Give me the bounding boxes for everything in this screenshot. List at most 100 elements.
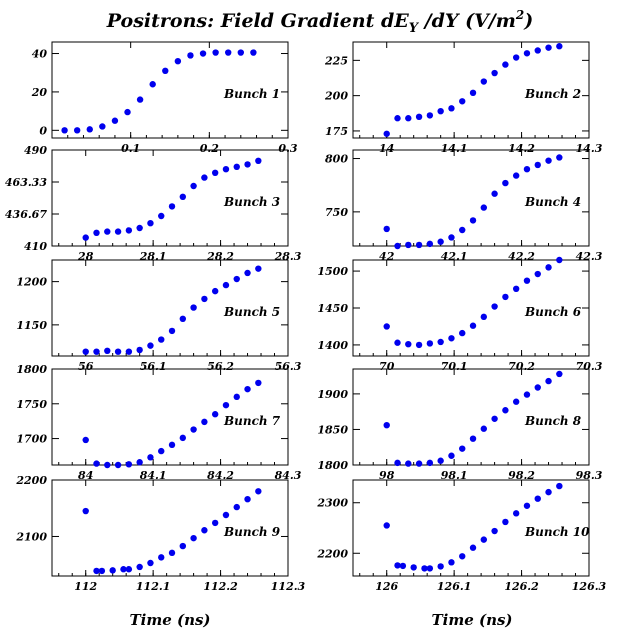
data-point [394,339,401,346]
plot-frame [51,259,289,357]
x-tick-label: 126.1 [437,580,471,593]
x-tick-label: 56.2 [207,360,234,373]
data-point [502,61,509,68]
data-point [179,193,187,200]
data-point [556,43,563,50]
data-point [147,342,154,349]
x-tick-label: 70 [379,360,395,373]
data-point [158,447,165,455]
data-point [168,549,176,557]
data-point [114,348,122,355]
chart-panel-9: 112 112.1 112.2 112.3 2100 2200 Bunch 9 [15,474,305,593]
plot-frame [352,41,590,139]
data-point [383,421,390,429]
data-point [405,115,412,122]
data-point [545,488,552,496]
data-point [125,227,133,234]
data-point [469,435,477,442]
data-point [136,563,143,571]
data-point [190,534,197,542]
data-point [437,338,444,346]
title-sub-y: Y [409,21,420,36]
y-tick-label: 2100 [15,530,47,543]
data-point [147,454,154,461]
data-point [523,391,531,398]
bunch-label: Bunch 4 [524,195,581,209]
data-point [174,58,182,65]
data-point [168,203,176,210]
y-tick-label: 800 [325,153,348,166]
y-tick-label: 20 [31,86,48,99]
data-point [125,566,133,573]
y-tick-label: 225 [324,54,348,67]
data-point [523,50,531,57]
data-point [545,377,552,385]
data-point [93,460,100,467]
data-point [225,49,232,56]
data-point [545,44,552,51]
plot-frame [352,479,590,577]
x-tick-label: 98.3 [576,469,603,482]
y-tick-label: 175 [325,125,348,138]
plot-frame [51,479,289,577]
data-point [222,166,230,173]
data-point [469,217,477,224]
data-point [534,495,541,502]
bunch-label: Bunch 3 [223,195,280,209]
x-tick-label: 84.1 [140,469,167,482]
data-point [190,182,197,190]
data-point [480,78,488,85]
data-point [448,105,455,112]
data-point [502,518,509,526]
data-point [82,507,89,515]
y-tick-label: 1750 [16,398,47,411]
data-point [222,281,230,289]
data-point [523,277,531,284]
y-tick-label: 200 [324,90,348,103]
data-point [523,502,531,509]
data-point [168,327,176,335]
data-point [201,174,208,181]
data-point [405,241,412,249]
data-point [415,341,423,349]
y-tick-label: 1900 [317,388,348,401]
title-rest: /dY (V/m [418,10,516,32]
data-point [136,459,143,466]
data-point [104,228,111,235]
chart-panel-5: 56 56.1 56.2 56.3 1150 1200 Bunch 5 [16,259,302,373]
data-point [545,157,552,164]
data-point [469,89,477,97]
data-point [512,54,520,61]
data-point [512,172,520,179]
data-point [187,52,194,59]
data-point [190,426,197,433]
bunch-label: Bunch 6 [524,305,582,319]
y-tick-label: 0 [39,124,47,137]
chart-panel-7: 84 84.1 84.2 84.3 1700 1750 1800 Bunch 7 [16,363,301,482]
data-point [147,220,154,227]
data-point [212,49,219,56]
x-tick-label: 0.1 [121,142,140,155]
data-point [426,340,434,347]
data-point [244,496,251,503]
x-tick-label: 14.3 [576,142,603,155]
x-tick-label: 84 [78,469,93,482]
data-point [534,47,541,54]
y-tick-label: 1700 [16,433,47,446]
data-point [199,50,207,57]
data-point [233,163,240,170]
data-point [491,415,498,422]
x-tick-label: 70.2 [508,360,535,373]
x-tick-label: 126.3 [572,580,607,593]
data-point [448,452,455,459]
data-point [190,304,197,311]
data-point [179,315,187,323]
data-point [168,441,176,449]
data-point [415,241,423,249]
data-point [237,49,244,56]
data-point [82,348,89,355]
data-point [556,154,563,161]
data-point [459,98,466,105]
